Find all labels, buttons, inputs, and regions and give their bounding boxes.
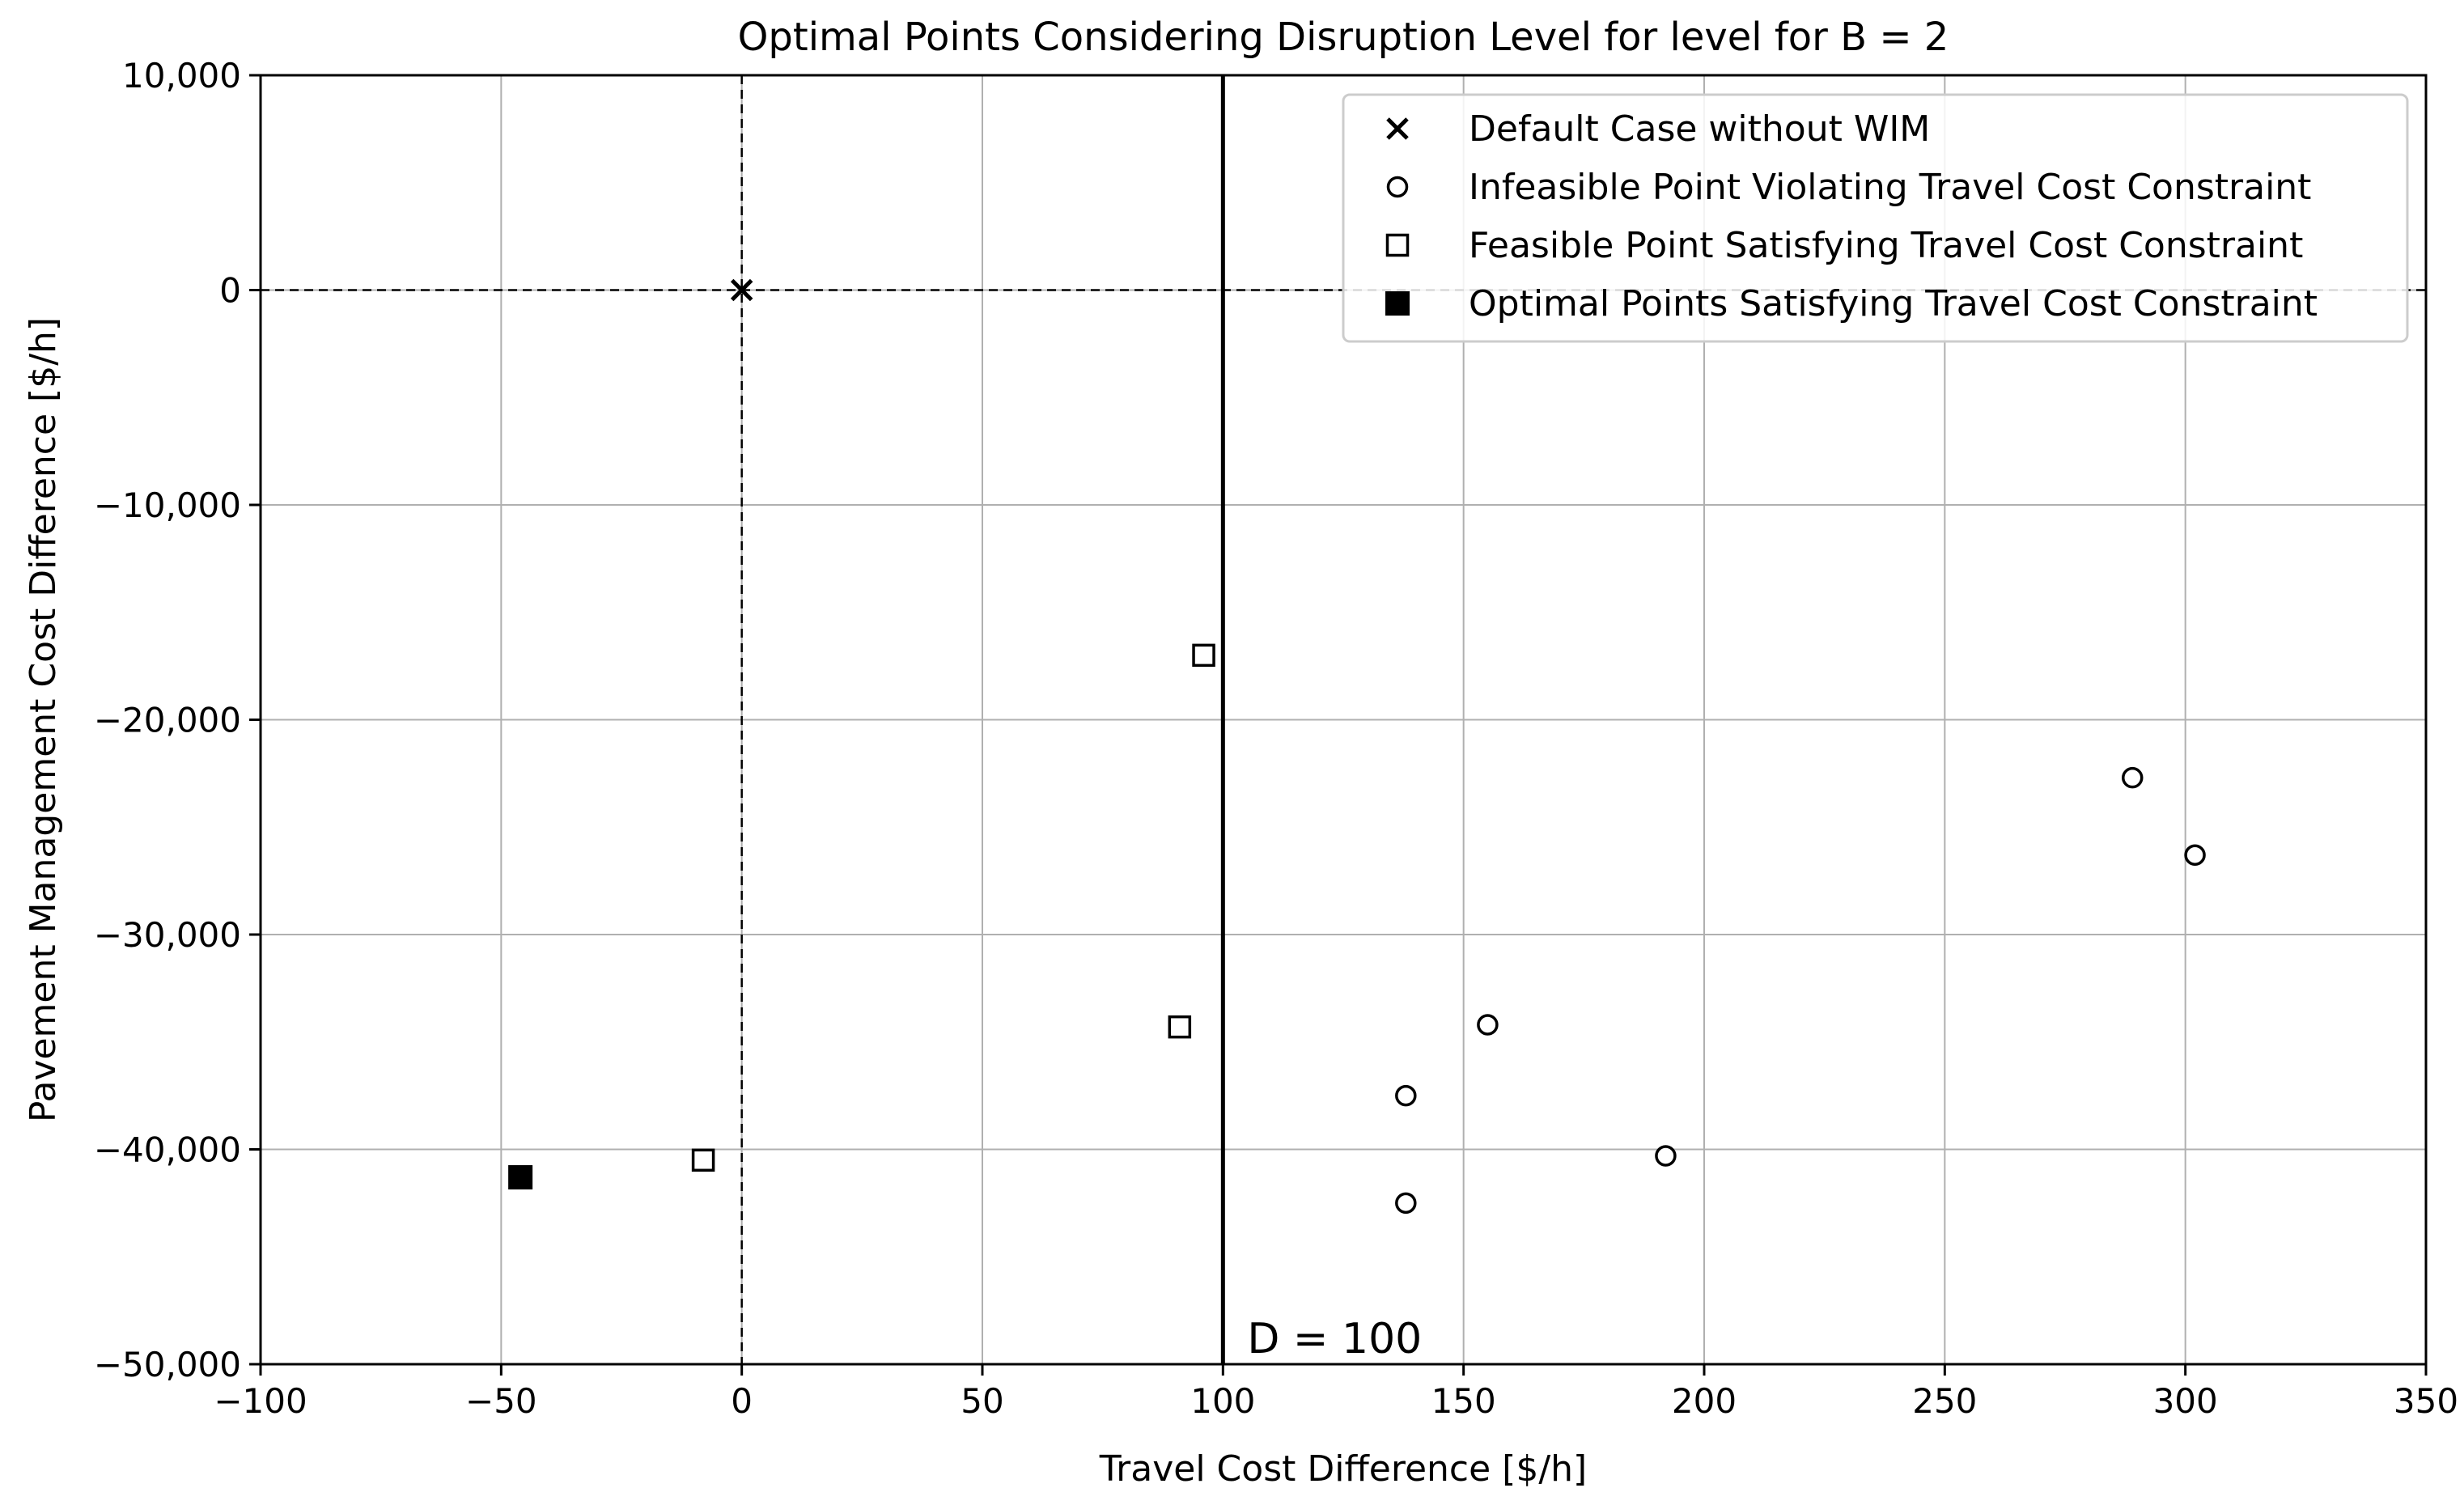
x-tick-label: 200 [1672,1381,1737,1421]
legend-label: Optimal Points Satisfying Travel Cost Co… [1469,283,2318,324]
x-tick-label: 350 [2394,1381,2458,1421]
y-axis-label: Pavement Management Cost Difference [$/h… [23,317,64,1122]
infeasible-point [1655,1145,1677,1167]
infeasible-point [2184,844,2206,867]
legend-label: Infeasible Point Violating Travel Cost C… [1469,167,2311,208]
infeasible-point [1395,1192,1417,1215]
y-tick-label: −10,000 [94,485,241,525]
legend-marker [1385,291,1410,316]
y-tick-label: −30,000 [94,915,241,955]
y-tick-label: 10,000 [122,56,241,95]
y-tick-label: −50,000 [94,1345,241,1384]
feasible-point [1192,643,1215,668]
infeasible-point [1477,1014,1499,1036]
x-tick-label: 0 [731,1381,753,1421]
legend-box [1342,93,2409,343]
y-tick-label: −40,000 [94,1130,241,1170]
x-tick-label: 250 [1912,1381,1977,1421]
infeasible-point [1395,1084,1417,1107]
threshold-label: D = 100 [1247,1315,1422,1363]
legend-label: Feasible Point Satisfying Travel Cost Co… [1469,225,2303,266]
x-tick-label: 150 [1431,1381,1496,1421]
legend-marker [1385,233,1410,257]
x-tick-label: 300 [2153,1381,2218,1421]
optimal-point [508,1165,533,1190]
x-tick-label: −50 [465,1381,537,1421]
legend-marker [1386,176,1409,198]
legend-marker [1386,117,1409,140]
x-tick-label: 100 [1190,1381,1255,1421]
y-tick-label: 0 [219,271,241,311]
feasible-point [691,1148,715,1172]
x-tick-label: 50 [961,1381,1003,1421]
y-tick-label: −20,000 [94,701,241,740]
legend: Default Case without WIM Infeasible Point… [1342,93,2409,343]
infeasible-point [2122,766,2144,789]
legend-items: Default Case without WIM Infeasible Point… [1385,108,2318,324]
x-tick-label: −100 [214,1381,307,1421]
x-axis-label: Travel Cost Difference [$/h] [1099,1448,1587,1490]
legend-label: Default Case without WIM [1469,108,1930,150]
chart-title: Optimal Points Considering Disruption Le… [738,15,1949,60]
default-case-point [730,278,753,302]
feasible-point [1168,1015,1192,1039]
axis-ticks: −100 −50 0 50 100 150 200 250 300 350 10,000 0 −10,0… [94,56,2458,1421]
data-points [508,278,2206,1215]
